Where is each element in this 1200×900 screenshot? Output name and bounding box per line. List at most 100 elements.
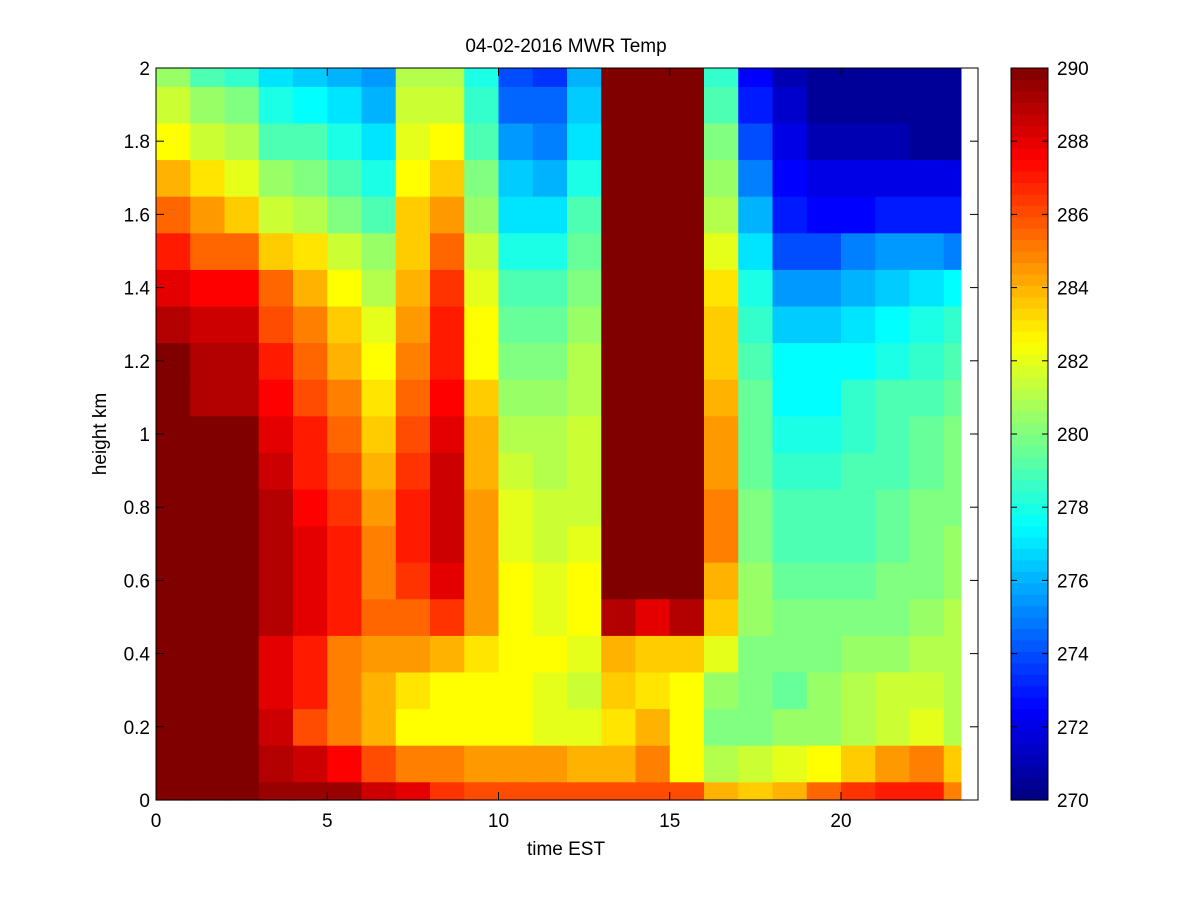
heatmap-cell (806, 196, 842, 234)
heatmap-cell (875, 232, 911, 270)
heatmap-cell (464, 635, 500, 673)
colorbar-swatch (1011, 319, 1048, 332)
heatmap-cell (601, 598, 637, 636)
heatmap-cell (430, 488, 465, 527)
heatmap-cell (361, 305, 397, 344)
heatmap-cell (464, 745, 500, 783)
heatmap-cell (943, 159, 962, 197)
heatmap-cell (395, 525, 431, 563)
colorbar-tick-label: 288 (1057, 132, 1089, 153)
heatmap-cell (635, 68, 671, 87)
heatmap-cell (430, 196, 465, 234)
heatmap-cell (464, 159, 500, 197)
heatmap-cell (841, 452, 876, 490)
heatmap-cell (224, 671, 260, 710)
y-axis-label: height km (90, 393, 111, 475)
heatmap-cell (190, 122, 226, 161)
heatmap-cell (875, 159, 911, 197)
heatmap-cell (601, 342, 637, 380)
heatmap-cell (190, 342, 226, 380)
heatmap-cell (841, 562, 876, 600)
colorbar-swatch (1011, 434, 1048, 447)
heatmap-cell (258, 305, 294, 344)
heatmap-cell (395, 122, 431, 161)
heatmap-cell (532, 781, 568, 801)
heatmap-cell (875, 598, 911, 636)
heatmap-cell (464, 122, 500, 161)
heatmap-cell (498, 598, 534, 636)
heatmap-cell (293, 708, 328, 746)
colorbar-swatch (1011, 742, 1048, 755)
colorbar-swatch (1011, 422, 1048, 435)
heatmap-cell (704, 598, 739, 636)
heatmap-cell (704, 415, 739, 453)
heatmap-cell (635, 708, 671, 746)
heatmap-cell (601, 232, 637, 270)
heatmap-cell (258, 122, 294, 161)
heatmap-cell (772, 598, 808, 636)
heatmap-cell (875, 86, 911, 124)
colorbar-swatch (1011, 342, 1048, 355)
heatmap-cell (567, 86, 602, 124)
heatmap-cell (430, 708, 465, 746)
heatmap-cell (293, 598, 328, 636)
y-tick-label: 2 (139, 59, 150, 80)
heatmap-cell (909, 86, 945, 124)
heatmap-cell (224, 379, 260, 417)
heatmap-cell (567, 305, 602, 344)
colorbar-swatch (1011, 125, 1048, 138)
heatmap-cell (498, 342, 534, 380)
colorbar-swatch (1011, 353, 1048, 366)
colorbar-swatch (1011, 788, 1048, 801)
heatmap-cell (258, 635, 294, 673)
heatmap-cell (293, 159, 328, 197)
heatmap-cell (327, 415, 363, 453)
heatmap-cell (464, 196, 500, 234)
heatmap-cell (430, 68, 465, 87)
colorbar-swatch (1011, 365, 1048, 378)
heatmap-cell (224, 86, 260, 124)
x-axis-ticks: 0 5 10 15 20 (151, 68, 852, 832)
heatmap-cell (772, 305, 808, 344)
heatmap-cell (943, 598, 962, 636)
heatmap-cell (943, 708, 962, 746)
y-tick-label: 0.6 (124, 571, 150, 592)
heatmap-cell (601, 68, 637, 87)
heatmap-cell (669, 379, 705, 417)
heatmap-cell (430, 598, 465, 636)
heatmap-cell (704, 452, 739, 490)
heatmap-cell (430, 635, 465, 673)
colorbar-swatch (1011, 308, 1048, 321)
heatmap-cell (909, 745, 945, 783)
heatmap-cell (395, 86, 431, 124)
heatmap-cell (395, 708, 431, 746)
heatmap-cell (567, 122, 602, 161)
heatmap-cell (875, 525, 911, 563)
y-tick-label: 1 (139, 425, 150, 446)
colorbar-swatch (1011, 102, 1048, 115)
heatmap-cell (293, 86, 328, 124)
heatmap-cell (909, 781, 945, 801)
heatmap-cell (806, 415, 842, 453)
colorbar-swatch (1011, 525, 1048, 538)
heatmap-cell (943, 305, 962, 344)
colorbar-swatch (1011, 605, 1048, 618)
heatmap-cells (156, 68, 962, 801)
heatmap-cell (772, 562, 808, 600)
colorbar-ticks: 270 272 274 276 278 280 282 284 286 288 290 (1011, 59, 1089, 812)
colorbar-swatch (1011, 662, 1048, 675)
y-tick-label: 0.4 (124, 645, 151, 666)
heatmap-cell (224, 415, 260, 453)
heatmap-cell (532, 598, 568, 636)
heatmap-cell (327, 525, 363, 563)
heatmap-cell (806, 159, 842, 197)
heatmap-cell (669, 745, 705, 783)
heatmap-cell (190, 415, 226, 453)
heatmap-cell (532, 671, 568, 710)
heatmap-cell (327, 232, 363, 270)
heatmap-cell (635, 635, 671, 673)
heatmap-cell (738, 379, 774, 417)
heatmap-cell (190, 232, 226, 270)
colorbar-swatch (1011, 216, 1048, 229)
